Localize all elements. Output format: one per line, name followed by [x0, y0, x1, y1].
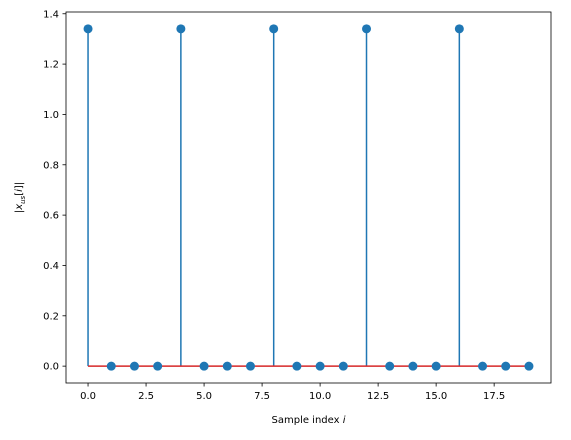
stem-marker [153, 361, 163, 371]
stem-marker [292, 361, 302, 371]
stem-marker [338, 361, 348, 371]
stem-marker [478, 361, 488, 371]
stems-group [87, 28, 461, 367]
stem-marker [454, 24, 464, 34]
markers-group [83, 24, 534, 371]
plot-frame [65, 11, 552, 384]
stem-marker [106, 361, 116, 371]
y-tick-label: 1.4 [43, 9, 59, 20]
stem-marker [222, 361, 232, 371]
x-axis-label: Sample index i [272, 415, 346, 426]
stem-marker [408, 361, 418, 371]
y-axis-ticks: 0.0 0.2 0.4 0.6 0.8 1.0 1.2 1.4 [43, 9, 66, 373]
x-tick-label: 7.5 [254, 391, 270, 402]
stem-marker [431, 361, 441, 371]
stem-marker [362, 24, 372, 34]
stem-marker [315, 361, 325, 371]
stem-marker [129, 361, 139, 371]
stem-marker [524, 361, 534, 371]
stem-marker [245, 361, 255, 371]
x-tick-label: 5.0 [196, 391, 212, 402]
y-tick-label: 0.8 [43, 160, 59, 171]
y-axis-label: |xus[i]| [14, 182, 27, 213]
stem-marker [269, 24, 279, 34]
x-tick-label: 15.0 [425, 391, 447, 402]
x-tick-label: 17.5 [483, 391, 505, 402]
y-tick-label: 1.0 [43, 110, 59, 121]
stem-marker [199, 361, 209, 371]
stem-marker [385, 361, 395, 371]
y-tick-label: 0.2 [43, 311, 59, 322]
y-tick-label: 0.0 [43, 362, 59, 373]
stem-marker [176, 24, 186, 34]
y-tick-label: 0.4 [43, 261, 59, 272]
x-tick-label: 0.0 [80, 391, 96, 402]
y-tick-label: 0.6 [43, 211, 59, 222]
x-axis-ticks: 0.0 2.5 5.0 7.5 10.0 12.5 15.0 17.5 [80, 383, 505, 402]
x-tick-label: 10.0 [309, 391, 331, 402]
stem-marker [83, 24, 93, 34]
svg-text:|xus[i]|: |xus[i]| [14, 182, 27, 213]
y-tick-label: 1.2 [43, 60, 59, 71]
x-tick-label: 12.5 [367, 391, 389, 402]
stem-marker [501, 361, 511, 371]
plot-area [66, 12, 551, 383]
x-tick-label: 2.5 [138, 391, 154, 402]
